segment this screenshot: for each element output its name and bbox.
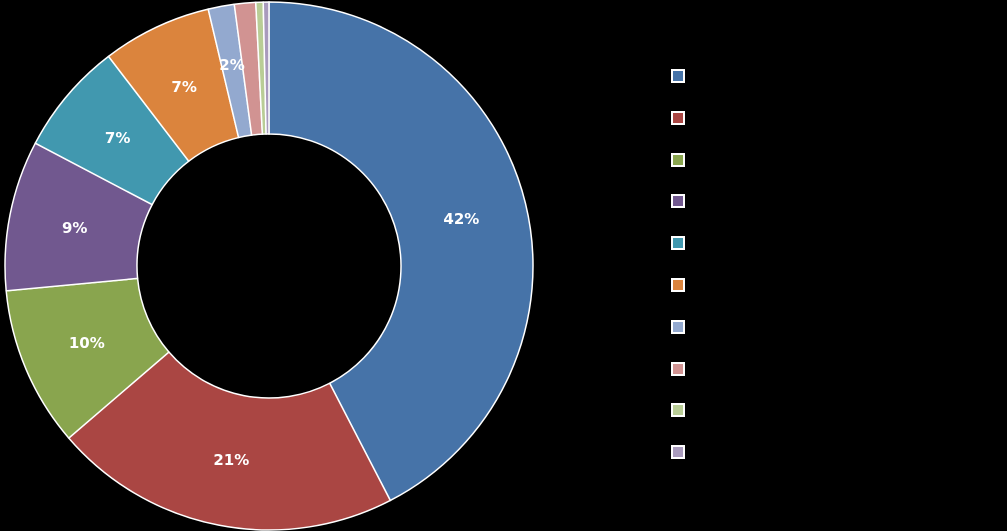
donut-plot <box>4 1 534 531</box>
legend-item <box>671 236 697 251</box>
legend-swatch <box>671 152 685 167</box>
legend-swatch <box>671 361 685 376</box>
data-label: 42% <box>443 210 480 229</box>
donut-slice <box>268 1 534 502</box>
data-label: 2% <box>219 56 245 75</box>
legend-swatch <box>671 110 685 125</box>
data-label: 10% <box>68 334 105 353</box>
donut-slice <box>262 1 270 135</box>
legend-item <box>671 319 697 334</box>
legend-swatch <box>671 403 685 418</box>
data-label: 9% <box>62 218 88 237</box>
legend-swatch <box>671 445 685 460</box>
legend-swatch <box>671 69 685 83</box>
legend-swatch <box>671 236 685 251</box>
legend-swatch <box>671 194 685 209</box>
legend-item <box>671 403 697 418</box>
data-label: 7% <box>104 129 131 148</box>
legend-item <box>671 361 697 376</box>
legend-swatch <box>671 278 685 292</box>
data-label: 7% <box>171 78 197 97</box>
legend-item <box>671 194 697 209</box>
data-label: 21% <box>213 451 250 470</box>
donut-slice <box>67 350 392 531</box>
legend-item <box>671 445 697 460</box>
legend-swatch <box>671 319 685 334</box>
legend-item <box>671 110 697 125</box>
legend-item <box>671 278 697 292</box>
legend-item <box>671 152 697 167</box>
legend-item <box>671 69 697 83</box>
